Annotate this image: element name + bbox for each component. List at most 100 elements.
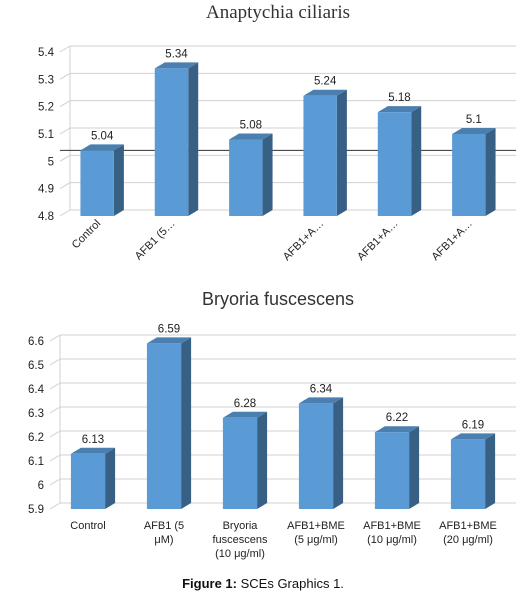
bar-top xyxy=(222,411,268,418)
bar xyxy=(450,433,496,509)
bar-front xyxy=(222,417,258,509)
bar xyxy=(146,337,192,509)
chart-title: Bryoria fuscescens xyxy=(202,289,354,309)
caption-label: Figure 1: xyxy=(182,576,237,591)
bar xyxy=(298,397,344,509)
bar-front xyxy=(80,150,114,216)
bar-side xyxy=(262,133,273,216)
x-tick-label: AFB1+BME (20 μg/ml) xyxy=(439,520,497,546)
bar xyxy=(377,106,422,216)
bar-top xyxy=(80,144,124,151)
gridline-side xyxy=(49,478,61,486)
x-tick-label: Bryoria fuscescens (10 μg/ml) xyxy=(212,520,268,560)
data-label: 6.13 xyxy=(82,434,104,446)
y-tick-label: 4.9 xyxy=(38,184,54,196)
x-tick-label: AFB1+BME (5 μg/ml) xyxy=(287,520,345,546)
gridline-side xyxy=(59,127,71,135)
data-label: 5.34 xyxy=(165,48,188,60)
gridline-side xyxy=(49,502,61,510)
gridline-side xyxy=(49,430,61,438)
bar-front xyxy=(229,139,263,216)
bar xyxy=(374,426,420,509)
y-tick-label: 6.4 xyxy=(28,384,45,396)
bar-top xyxy=(70,447,116,454)
gridline-side xyxy=(49,406,61,414)
bar-side xyxy=(188,62,199,217)
data-label: 6.22 xyxy=(386,412,408,424)
y-tick-label: 6.3 xyxy=(28,408,44,420)
bar-side xyxy=(333,397,344,509)
y-tick-label: 5.2 xyxy=(38,102,54,114)
x-tick-label: AFB1+A… xyxy=(430,218,475,263)
data-label: 6.59 xyxy=(158,323,180,335)
gridline-side xyxy=(49,358,61,366)
bar-top xyxy=(452,128,496,134)
bar-side xyxy=(105,447,116,509)
x-tick-label: AFB1+A… xyxy=(281,218,326,263)
data-label: 5.24 xyxy=(314,76,337,88)
bar-top xyxy=(229,133,273,140)
y-tick-label: 5 xyxy=(48,156,54,168)
bar-side xyxy=(411,106,422,216)
bar-top xyxy=(374,426,420,433)
bar-side xyxy=(485,433,496,509)
bar-top xyxy=(298,397,344,404)
x-tick-label: AFB1 (5 μM) xyxy=(144,520,184,546)
bar-front xyxy=(374,432,410,509)
x-tick-label: Control xyxy=(70,520,105,532)
y-tick-label: 6.1 xyxy=(28,456,44,468)
y-tick-label: 5.4 xyxy=(38,47,55,59)
data-label: 6.34 xyxy=(310,383,333,395)
y-tick-label: 4.8 xyxy=(38,211,54,223)
bar-top xyxy=(303,89,347,96)
gridline-side xyxy=(59,154,71,162)
bar-side xyxy=(336,89,347,216)
bar-side xyxy=(113,144,124,216)
chart-anaptychia-ciliaris: Anaptychia ciliaris 4.8 4.9 5 5.1 5.2 5.3 5.4 5… xyxy=(38,2,516,263)
bar-top xyxy=(146,337,192,344)
gridline-side xyxy=(59,45,71,53)
gridline-side xyxy=(59,100,71,108)
gridline-side xyxy=(59,182,71,190)
y-tick-label: 6.2 xyxy=(28,432,44,444)
x-tick-label: AFB1+A… xyxy=(355,218,400,263)
bar xyxy=(154,62,199,217)
bar xyxy=(229,133,273,216)
gridline-side xyxy=(49,454,61,462)
bar xyxy=(222,411,268,509)
y-tick-label: 5.3 xyxy=(38,74,54,86)
data-label: 6.19 xyxy=(462,419,484,431)
bar-side xyxy=(257,411,268,509)
bar xyxy=(80,144,124,216)
bar-side xyxy=(181,337,192,509)
data-label: 5.18 xyxy=(388,92,410,104)
gridline-side xyxy=(49,334,61,342)
bar-front xyxy=(303,95,337,216)
y-tick-label: 6 xyxy=(38,480,44,492)
bar-side xyxy=(409,426,420,509)
bar xyxy=(303,89,347,216)
data-label: 5.08 xyxy=(240,119,262,131)
figure-caption: Figure 1: SCEs Graphics 1. xyxy=(0,576,526,591)
bar-front xyxy=(154,68,189,217)
bar xyxy=(452,128,496,216)
bar-front xyxy=(298,403,334,509)
x-tick-label: Control xyxy=(70,218,104,252)
bar-front xyxy=(450,439,486,509)
bar-front xyxy=(377,112,412,216)
bar-top xyxy=(377,106,422,113)
bar-front xyxy=(146,343,182,509)
y-tick-label: 5.1 xyxy=(38,129,54,141)
data-label: 5.04 xyxy=(91,130,114,142)
chart-bryoria-fuscescens: Bryoria fuscescens 5.9 6 6.1 6.2 6.3 6.4 6.5 6.… xyxy=(28,289,516,560)
x-tick-label: AFB1+BME (10 μg/ml) xyxy=(363,520,421,546)
y-tick-label: 6.6 xyxy=(28,336,44,348)
x-tick-label: AFB1 (5… xyxy=(133,218,178,263)
bar-side xyxy=(485,128,496,216)
bar-front xyxy=(452,134,486,216)
gridline-side xyxy=(49,382,61,390)
gridline-side xyxy=(59,72,71,80)
gridline-side xyxy=(59,209,71,217)
bar-top xyxy=(450,433,496,440)
